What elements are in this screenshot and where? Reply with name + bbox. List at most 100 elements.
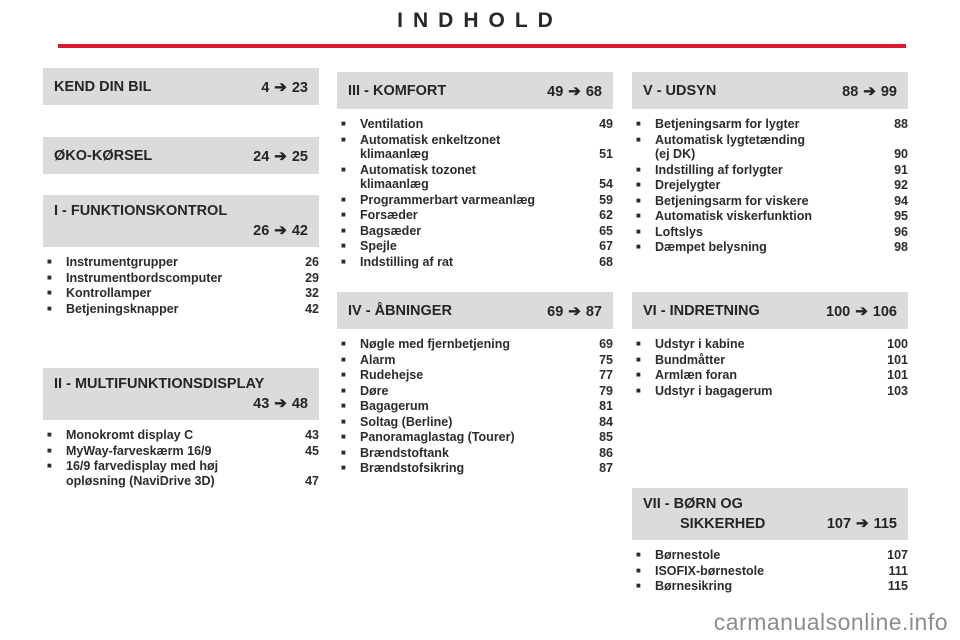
- arrow-icon: ➔: [856, 515, 869, 532]
- bullet-icon: ■: [47, 430, 52, 439]
- range-to: 106: [872, 303, 897, 320]
- range-from: 43: [253, 396, 270, 412]
- toc-item[interactable]: ■ Indstilling af forlygter 91: [636, 163, 908, 178]
- toc-item[interactable]: ■ Automatisk enkeltzonet klimaanlæg 51: [341, 133, 613, 162]
- toc-item-page: 43: [305, 428, 319, 442]
- toc-item[interactable]: ■ Nøgle med fjernbetjening 69: [341, 337, 613, 352]
- toc-item[interactable]: ■ Brændstoftank 86: [341, 446, 613, 461]
- section-header-udsyn[interactable]: V - UDSYN 88 ➔ 99: [632, 72, 908, 109]
- section-header-kend-din-bil[interactable]: KEND DIN BIL 4 ➔ 23: [43, 68, 319, 105]
- watermark-link[interactable]: carmanualsonline.info: [713, 609, 948, 635]
- bullet-icon: ■: [636, 226, 641, 236]
- toc-item[interactable]: ■ Bundmåtter 101: [636, 353, 908, 368]
- section-title: V - UDSYN: [643, 82, 717, 99]
- toc-item-label: Instrumentbordscomputer: [66, 270, 223, 285]
- bullet-icon: ■: [47, 461, 52, 470]
- section-page-range: 88 ➔ 99: [842, 82, 897, 100]
- toc-item[interactable]: ■ Soltag (Berline) 84: [341, 415, 613, 430]
- toc-item[interactable]: ■ Dæmpet belysning 98: [636, 240, 908, 255]
- toc-item[interactable]: ■ Betjeningsknapper 42: [47, 302, 319, 317]
- section-title: ØKO-KØRSEL: [54, 147, 153, 164]
- toc-item[interactable]: ■ Ventilation 49: [341, 117, 613, 132]
- bullet-icon: ■: [341, 354, 346, 364]
- section-title: KEND DIN BIL: [54, 78, 152, 95]
- range-to: 115: [873, 516, 897, 532]
- range-to: 23: [291, 79, 308, 96]
- bullet-icon: ■: [636, 164, 641, 174]
- toc-item[interactable]: ■ Automatisk viskerfunktion 95: [636, 209, 908, 224]
- arrow-icon: ➔: [274, 78, 287, 96]
- section-header-oko-korsel[interactable]: ØKO-KØRSEL 24 ➔ 25: [43, 137, 319, 174]
- arrow-icon: ➔: [274, 147, 287, 165]
- toc-item[interactable]: ■ Monokromt display C 43: [47, 428, 319, 443]
- toc-item[interactable]: ■ Betjeningsarm for lygter 88: [636, 117, 908, 132]
- bullet-icon: ■: [341, 447, 346, 457]
- toc-item-page: 94: [894, 193, 908, 208]
- bullet-icon: ■: [636, 354, 641, 364]
- toc-item-page: 90: [894, 147, 908, 161]
- toc-item[interactable]: ■ 16/9 farvedisplay med høj opløsning (Na…: [47, 459, 319, 488]
- section-header-komfort[interactable]: III - KOMFORT 49 ➔ 68: [337, 72, 613, 109]
- bullet-icon: ■: [341, 164, 346, 174]
- toc-item-label: Loftslys: [655, 224, 703, 239]
- bullet-icon: ■: [636, 180, 641, 189]
- section-header-born-og-sikkerhed[interactable]: VII - BØRN OG SIKKERHED 107 ➔ 115: [632, 488, 908, 540]
- bullet-icon: ■: [47, 257, 52, 266]
- toc-item[interactable]: ■ Brændstofsikring 87: [341, 461, 613, 476]
- toc-item-label: Indstilling af forlygter: [655, 162, 783, 177]
- toc-item[interactable]: ■ Børnesikring 115: [636, 579, 908, 594]
- toc-item[interactable]: ■ Døre 79: [341, 384, 613, 399]
- bullet-icon: ■: [636, 119, 641, 128]
- toc-item[interactable]: ■ Panoramaglastag (Tourer) 85: [341, 430, 613, 445]
- toc-item[interactable]: ■ Rudehejse 77: [341, 368, 613, 383]
- bullet-icon: ■: [341, 385, 346, 395]
- toc-item[interactable]: ■ Instrumentgrupper 26: [47, 255, 319, 270]
- arrow-icon: ➔: [855, 302, 868, 320]
- toc-item[interactable]: ■ Programmerbart varmeanlæg 59: [341, 193, 613, 208]
- toc-item[interactable]: ■ Børnestole 107: [636, 548, 908, 563]
- toc-item[interactable]: ■ Bagsæder 65: [341, 224, 613, 239]
- toc-item[interactable]: ■ Betjeningsarm for viskere 94: [636, 194, 908, 209]
- section-header-funktionskontrol[interactable]: I - FUNKTIONSKONTROL 26 ➔ 42: [43, 195, 319, 247]
- toc-item[interactable]: ■ Bagagerum 81: [341, 399, 613, 414]
- toc-item[interactable]: ■ ISOFIX-børnestole 111: [636, 564, 908, 579]
- toc-item[interactable]: ■ Alarm 75: [341, 353, 613, 368]
- toc-item-label: Spejle: [360, 239, 397, 253]
- section-title: III - KOMFORT: [348, 82, 447, 99]
- toc-item[interactable]: ■ Automatisk lygtetænding (ej DK) 90: [636, 133, 908, 162]
- bullet-icon: ■: [636, 370, 641, 379]
- section-header-abninger[interactable]: IV - ÅBNINGER 69 ➔ 87: [337, 292, 613, 329]
- toc-item-label: Forsæder: [360, 208, 418, 222]
- toc-item[interactable]: ■ Forsæder 62: [341, 208, 613, 223]
- bullet-icon: ■: [636, 134, 641, 144]
- toc-item-label: Ventilation: [360, 117, 424, 131]
- toc-item-page: 81: [599, 399, 613, 413]
- toc-item[interactable]: ■ Indstilling af rat 68: [341, 255, 613, 270]
- toc-item[interactable]: ■ Armlæn foran 101: [636, 368, 908, 383]
- range-from: 4: [261, 79, 270, 96]
- section-born-og-sikkerhed: VII - BØRN OG SIKKERHED 107 ➔ 115 ■ Børnest…: [632, 488, 908, 595]
- toc-item[interactable]: ■ Udstyr i kabine 100: [636, 337, 908, 352]
- range-to: 68: [585, 83, 602, 100]
- toc-item[interactable]: ■ Drejelygter 92: [636, 178, 908, 193]
- toc-item-page: 65: [599, 223, 613, 238]
- section-header-multifunktionsdisplay[interactable]: II - MULTIFUNKTIONSDISPLAY 43 ➔ 48: [43, 368, 319, 420]
- toc-item[interactable]: ■ Loftslys 96: [636, 225, 908, 240]
- toc-item-label: 16/9 farvedisplay med høj opløsning (Nav…: [66, 459, 219, 488]
- toc-item-page: 87: [599, 461, 613, 475]
- toc-item-label: Automatisk tozonet klimaanlæg: [360, 162, 476, 192]
- toc-item[interactable]: ■ Automatisk tozonet klimaanlæg 54: [341, 163, 613, 192]
- toc-item[interactable]: ■ Kontrollamper 32: [47, 286, 319, 301]
- toc-item-page: 88: [894, 117, 908, 131]
- toc-item[interactable]: ■ Spejle 67: [341, 239, 613, 254]
- section-header-indretning[interactable]: VI - INDRETNING 100 ➔ 106: [632, 292, 908, 329]
- toc-item[interactable]: ■ Instrumentbordscomputer 29: [47, 271, 319, 286]
- section-page-range: 4 ➔ 23: [261, 78, 308, 96]
- toc-item[interactable]: ■ Udstyr i bagagerum 103: [636, 384, 908, 399]
- toc-item-label: Indstilling af rat: [360, 254, 454, 269]
- section-udsyn: V - UDSYN 88 ➔ 99 ■ Betjeningsarm for lygte…: [632, 72, 908, 256]
- toc-item[interactable]: ■ MyWay-farveskærm 16/9 45: [47, 444, 319, 459]
- bullet-icon: ■: [341, 416, 346, 426]
- bullet-icon: ■: [341, 339, 346, 348]
